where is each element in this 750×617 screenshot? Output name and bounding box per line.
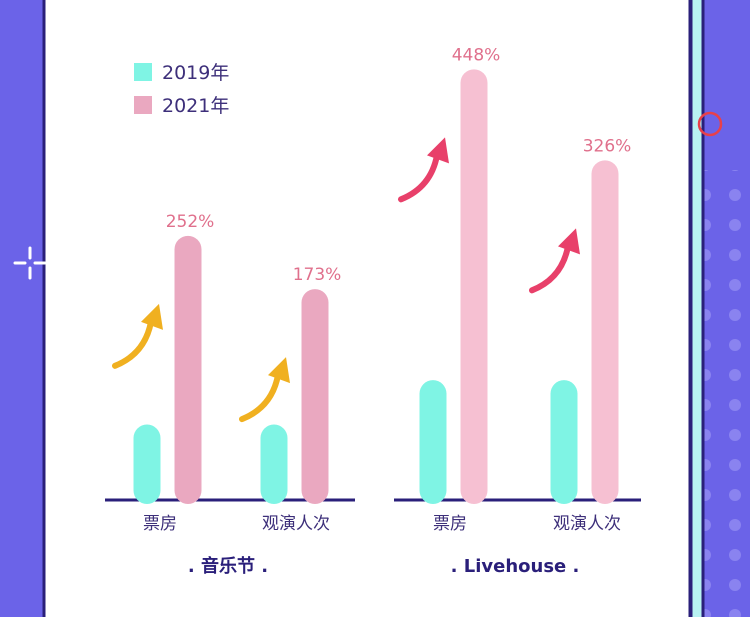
up-arrow-icon [529, 228, 580, 294]
crosshair-icon [13, 246, 47, 280]
livehouse-title: . Livehouse . [451, 556, 580, 577]
bar-2019-chart1-cat1 [550, 380, 578, 504]
bar-2019-chart0-cat1 [260, 424, 288, 504]
bar-2019-chart0-cat0 [133, 424, 161, 504]
growth-label-chart1-cat1: 326% [583, 136, 632, 156]
livehouse-category-boxoffice: 票房 [433, 514, 467, 534]
growth-label-chart0-cat1: 173% [293, 265, 342, 285]
labels-layer: 252% 173% 448% 326% [112, 45, 632, 423]
festival-category-attendance: 观演人次 [262, 514, 330, 534]
bar-2021-chart1-cat1 [591, 160, 619, 504]
legend-label-2021: 2021年 [162, 95, 229, 117]
up-arrow-icon [112, 303, 163, 369]
bar-2021-chart0-cat0 [174, 235, 202, 504]
dot-pattern [704, 170, 750, 617]
bar-2019-chart1-cat0 [419, 380, 447, 504]
growth-label-chart1-cat0: 448% [452, 45, 501, 65]
legend: 2019年 2021年 [134, 62, 229, 117]
bars-layer [133, 69, 619, 504]
accent-strip [689, 0, 705, 617]
legend-swatch-2019 [134, 63, 152, 81]
bar-2021-chart1-cat0 [460, 69, 488, 504]
legend-swatch-2021 [134, 96, 152, 114]
festival-category-boxoffice: 票房 [143, 514, 177, 534]
bar-2021-chart0-cat1 [301, 289, 329, 504]
ring-icon [697, 111, 723, 137]
growth-label-chart0-cat0: 252% [166, 212, 215, 232]
livehouse-category-attendance: 观演人次 [553, 514, 621, 534]
up-arrow-icon [239, 357, 290, 423]
festival-title: . 音乐节 . [188, 555, 268, 577]
up-arrow-icon [398, 137, 449, 203]
legend-label-2019: 2019年 [162, 62, 229, 84]
